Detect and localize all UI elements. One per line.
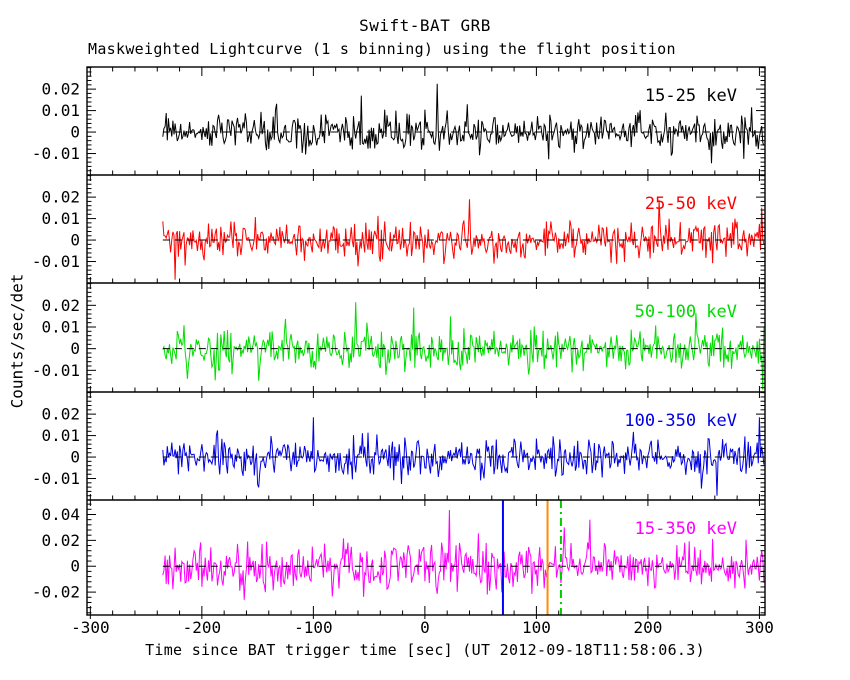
y-tick-label: 0 — [70, 231, 80, 250]
y-tick-label: -0.02 — [32, 583, 80, 602]
y-tick-label: -0.01 — [32, 252, 80, 271]
y-tick-label: -0.01 — [32, 361, 80, 380]
y-tick-label: 0.02 — [41, 405, 80, 424]
y-tick-label: 0 — [70, 123, 80, 142]
legend-25-50-keV: 25-50 keV — [645, 194, 737, 214]
x-tick-label: -200 — [183, 618, 222, 637]
legend-100-350-keV: 100-350 keV — [624, 411, 737, 431]
legend-15-350-keV: 15-350 keV — [635, 519, 737, 539]
page-title: Swift-BAT GRB — [359, 16, 491, 35]
x-tick-label: 300 — [745, 618, 774, 637]
lightcurve-series-100-350-keV — [162, 417, 765, 496]
lightcurve-series-25-50-keV — [162, 199, 765, 280]
y-tick-label: 0.01 — [41, 101, 80, 120]
y-tick-label: 0.01 — [41, 317, 80, 336]
legend-50-100-keV: 50-100 keV — [635, 302, 737, 322]
plot-frame — [86, 66, 766, 616]
y-tick-label: 0.04 — [41, 505, 80, 524]
y-tick-label: 0 — [70, 448, 80, 467]
y-tick-label: 0.02 — [41, 296, 80, 315]
y-axis-label: Counts/sec/det — [7, 273, 27, 409]
x-axis-label: Time since BAT trigger time [sec] (UT 20… — [145, 641, 705, 659]
y-tick-label: 0 — [70, 339, 80, 358]
chart-subtitle: Maskweighted Lightcurve (1 s binning) us… — [88, 40, 676, 58]
x-tick-label: -300 — [71, 618, 110, 637]
y-tick-label: -0.01 — [32, 144, 80, 163]
x-tick-label: -100 — [294, 618, 333, 637]
lightcurve-series-15-350-keV — [162, 509, 765, 600]
y-tick-label: -0.01 — [32, 469, 80, 488]
y-tick-label: 0.02 — [41, 188, 80, 207]
y-tick-label: 0 — [70, 557, 80, 576]
y-tick-label: 0.02 — [41, 531, 80, 550]
y-tick-label: 0.01 — [41, 209, 80, 228]
y-tick-label: 0.01 — [41, 426, 80, 445]
y-tick-label: 0.02 — [41, 80, 80, 99]
x-tick-label: 100 — [522, 618, 551, 637]
lightcurve-series-15-25-keV — [162, 83, 765, 164]
x-tick-label: 0 — [420, 618, 430, 637]
x-tick-label: 200 — [633, 618, 662, 637]
lightcurve-series-50-100-keV — [162, 302, 765, 390]
legend-15-25-keV: 15-25 keV — [645, 86, 737, 106]
